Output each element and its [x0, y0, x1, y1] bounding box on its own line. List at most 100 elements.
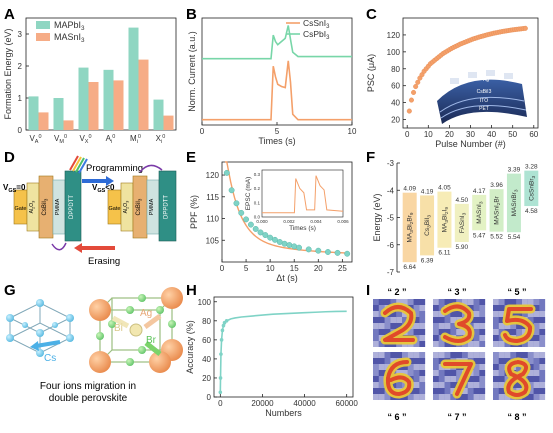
heatmap-cell — [450, 388, 457, 394]
digit-heatmap-tile — [433, 299, 486, 347]
panel-f-band-bar — [472, 194, 487, 231]
heatmap-cell — [413, 305, 420, 311]
inset-ag-label: Ag — [483, 77, 489, 83]
pmma-label: PMMA — [55, 198, 61, 215]
panel-e-data-point — [334, 249, 341, 256]
panel-e-data-point — [262, 232, 269, 238]
panel-f-ylabel: Energy (eV) — [372, 193, 382, 241]
heatmap-cell — [493, 305, 499, 311]
panel-h-accuracy-line — [219, 310, 347, 393]
panel-e-data-point — [315, 247, 322, 254]
heatmap-cell — [419, 352, 426, 358]
heatmap-cell — [473, 394, 480, 400]
panel-letter-b: B — [186, 6, 197, 23]
panel-f-cbm-label: 4.05 — [438, 185, 451, 192]
heatmap-cell — [419, 388, 426, 394]
heatmap-cell — [407, 299, 414, 305]
heatmap-cell — [516, 311, 522, 317]
heatmap-cell — [510, 299, 517, 305]
heatmap-cell — [510, 352, 517, 358]
heatmap-cell — [493, 311, 499, 317]
heatmap-cell — [373, 341, 379, 347]
heatmap-cell — [493, 299, 499, 305]
heatmap-cell — [373, 335, 379, 341]
csbii3-label: CsBiI3 — [42, 198, 49, 215]
heatmap-cell — [493, 352, 499, 358]
heatmap-cell — [516, 329, 522, 335]
heatmap-cell — [539, 323, 546, 329]
panel-h-xtick-label: 0 — [218, 399, 223, 408]
panel-e-data-point — [305, 246, 312, 253]
heatmap-cell — [413, 299, 420, 305]
double-perovskite-diagram: Bi Ag Br — [89, 287, 183, 373]
heatmap-cell — [498, 370, 505, 376]
heatmap-cell — [373, 370, 379, 376]
heatmap-digit-core — [383, 305, 415, 342]
erasing-arrow-head — [74, 243, 82, 253]
heatmap-cell — [479, 388, 486, 394]
panel-c-xlabel: Pulse Number (#) — [435, 139, 506, 149]
heatmap-cell — [493, 364, 499, 370]
heatmap-cell — [527, 341, 534, 347]
heatmap-cell — [438, 323, 445, 329]
heatmap-cell — [498, 299, 505, 305]
heatmap-cell — [504, 352, 511, 358]
heatmap-cell — [456, 311, 462, 317]
inset-layer-line — [439, 96, 525, 113]
heatmap-cell — [407, 370, 414, 376]
panel-c-psc-chart: PSC (μA) Pulse Number (#) 0 10 20 30 40 50 60 2… — [366, 17, 539, 149]
heatmap-cell — [419, 305, 426, 311]
panel-c-xtick-label: 10 — [424, 130, 433, 139]
panel-f-material-label: MA3Bi2I9 — [441, 207, 450, 233]
digit-label-3: “ 3 ” — [447, 287, 466, 297]
heatmap-cell — [378, 394, 385, 400]
panel-f-vbm-label: 5.52 — [490, 234, 503, 241]
heatmap-cell — [479, 335, 486, 341]
heatmap-cell — [533, 364, 540, 370]
cs-migration-arrow-head — [30, 341, 39, 351]
panel-e-inset-xtick-label: 0.002 — [283, 219, 295, 224]
heatmap-cell — [462, 329, 468, 335]
heatmap-cell — [413, 329, 420, 335]
panel-f-vbm-label: 5.54 — [508, 234, 521, 241]
heatmap-cell — [373, 358, 379, 364]
heatmap-cell — [479, 299, 486, 305]
heatmap-cell — [539, 335, 546, 341]
panel-a-plot-frame — [25, 17, 177, 131]
panel-letter-d: D — [4, 149, 15, 166]
panel-f-material-label: MASnBr3 — [511, 189, 520, 216]
heatmap-cell — [433, 376, 439, 382]
panel-letter-a: A — [4, 6, 15, 23]
heatmap-cell — [407, 352, 414, 358]
heatmap-cell — [527, 358, 534, 364]
panel-e-data-point — [257, 229, 264, 236]
heatmap-cell — [373, 311, 379, 317]
inset-caption: Tensile Bending — [465, 115, 504, 121]
heatmap-cell — [539, 382, 546, 388]
heatmap-cell — [522, 352, 528, 358]
panel-h-data-point — [219, 352, 223, 356]
inset-ag-pad — [450, 78, 459, 84]
halide-ion — [138, 294, 146, 302]
panel-g-caption-line1: Four ions migration in — [40, 381, 136, 392]
heatmap-digit-core — [443, 362, 473, 396]
bi-label: Bi — [114, 323, 123, 334]
panel-e-data-point — [228, 187, 235, 194]
heatmap-cell — [510, 329, 517, 335]
panel-c-ytick-label: 100 — [387, 48, 401, 57]
digit-label-2: “ 2 ” — [387, 287, 406, 297]
heatmap-cell — [373, 299, 379, 305]
panel-e-inset-ylabel: EPSC (mA) — [245, 177, 252, 211]
heatmap-cell — [413, 370, 420, 376]
cs-lattice-diagram: Cs — [6, 299, 74, 364]
programming-label: Programming — [86, 163, 143, 174]
heatmap-cell — [533, 299, 540, 305]
heatmap-cell — [467, 382, 474, 388]
heatmap-cell — [493, 376, 499, 382]
gate-label: Gate — [109, 206, 121, 212]
heatmap-cell — [419, 358, 426, 364]
heatmap-cell — [438, 382, 445, 388]
panel-h-data-point — [219, 338, 224, 342]
panel-e-inset-xlabel: Times (s) — [289, 225, 316, 232]
panel-b-series-cssni3 — [202, 60, 352, 121]
